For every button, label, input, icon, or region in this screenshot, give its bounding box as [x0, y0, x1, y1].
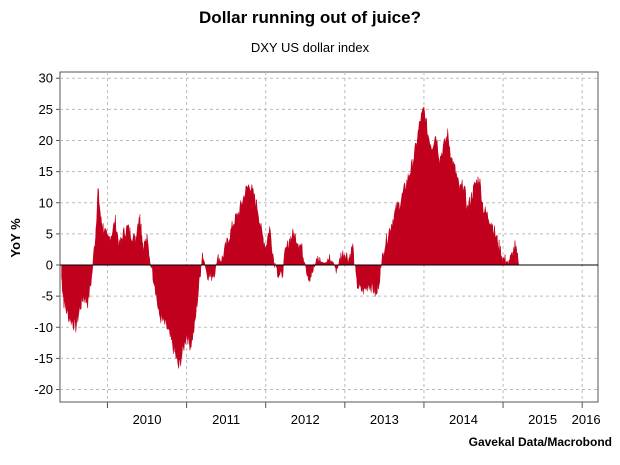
- x-tick-label: 2016: [572, 412, 601, 427]
- x-tick-label: 2010: [133, 412, 162, 427]
- data-series: [60, 105, 598, 369]
- y-tick-label: 10: [39, 195, 53, 210]
- y-tick-label: -15: [34, 351, 53, 366]
- y-tick-label: 0: [46, 258, 53, 273]
- axes: -20 -15 -10 -5 0 5 10 15 20 25 30 2010 2011 2012 2013 2…: [34, 71, 600, 427]
- x-tick-label: 2014: [449, 412, 478, 427]
- y-tick-label: 15: [39, 164, 53, 179]
- source-label: Gavekal Data/Macrobond: [468, 435, 612, 449]
- y-tick-label: -10: [34, 320, 53, 335]
- y-tick-label: 20: [39, 133, 53, 148]
- y-tick-label: 5: [46, 226, 53, 241]
- y-tick-label: -5: [41, 289, 53, 304]
- y-axis-label: YoY %: [8, 218, 23, 258]
- chart-title: Dollar running out of juice?: [199, 8, 421, 27]
- yoy-area-series: [61, 105, 589, 369]
- y-tick-label: -20: [34, 382, 53, 397]
- y-tick-label: 25: [39, 102, 53, 117]
- chart-subtitle: DXY US dollar index: [250, 40, 370, 55]
- x-tick-label: 2013: [370, 412, 399, 427]
- x-tick-label: 2011: [212, 412, 240, 427]
- plot-frame: [59, 71, 599, 403]
- y-tick-label: 30: [39, 71, 53, 86]
- x-tick-label: 2012: [291, 412, 320, 427]
- x-tick-label: 2015: [528, 412, 557, 427]
